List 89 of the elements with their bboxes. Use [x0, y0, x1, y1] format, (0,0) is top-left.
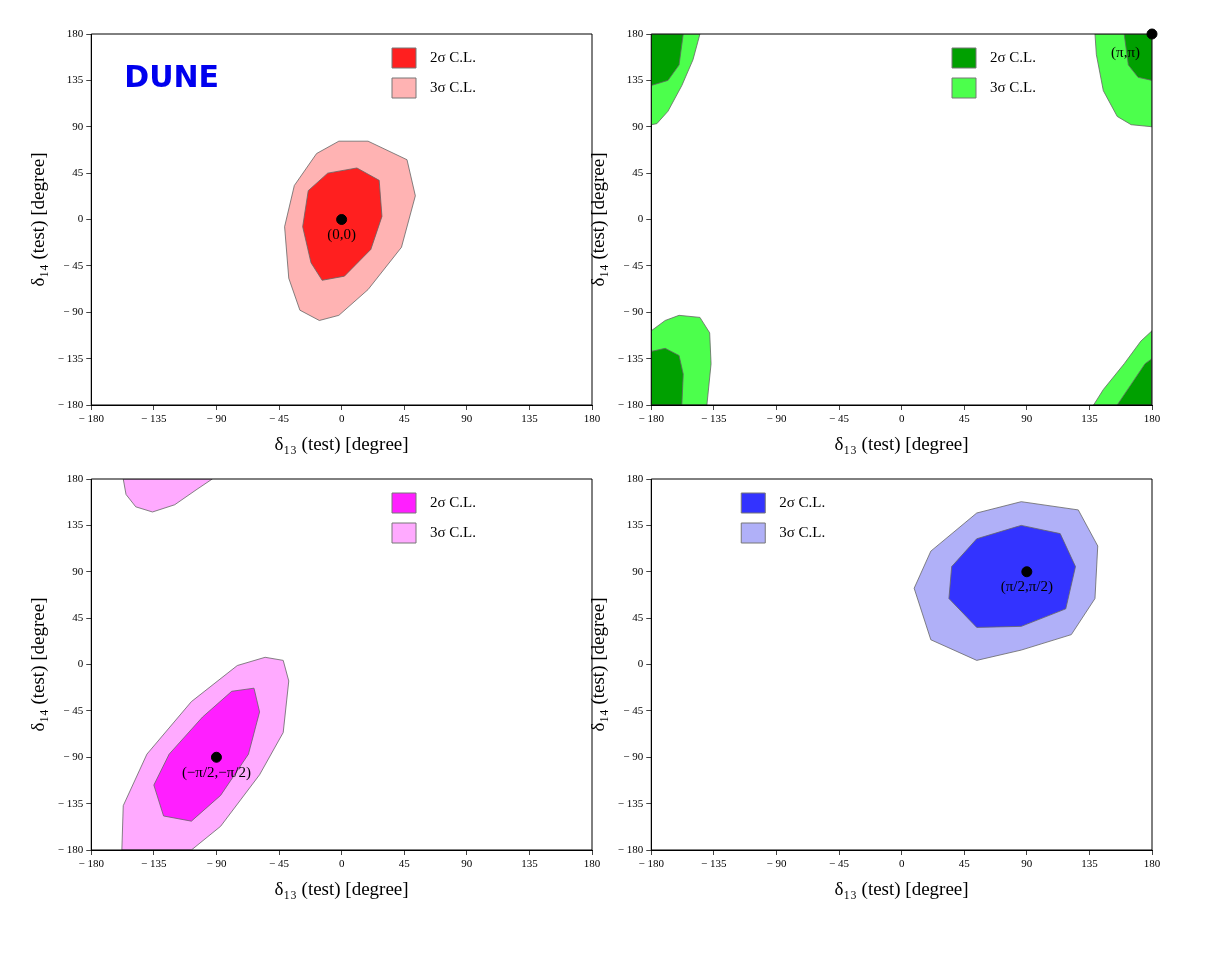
legend-label: 2σ C.L. — [779, 493, 826, 510]
y-tick-label: − 90 — [623, 750, 644, 763]
annotation: DUNE — [124, 58, 220, 94]
y-tick-label: − 45 — [63, 703, 84, 716]
x-tick-label: 45 — [958, 857, 971, 870]
y-tick-label: 45 — [72, 611, 84, 624]
legend-label: 3σ C.L. — [779, 523, 826, 540]
legend-label: 2σ C.L. — [430, 493, 477, 510]
x-tick-label: 180 — [583, 857, 601, 870]
x-tick-label: 45 — [398, 412, 411, 425]
y-tick-label: 180 — [626, 26, 644, 39]
y-axis-title: δ₁₄ (test) [degree] — [587, 152, 610, 287]
x-tick-label: 0 — [898, 857, 905, 870]
x-tick-label: − 135 — [701, 412, 728, 425]
x-axis-title: δ₁₃ (test) [degree] — [834, 877, 969, 900]
x-tick-label: − 45 — [829, 857, 850, 870]
legend-label: 2σ C.L. — [430, 48, 477, 65]
legend-label: 3σ C.L. — [430, 523, 477, 540]
x-tick-label: 90 — [1021, 412, 1033, 425]
x-tick-label: − 90 — [766, 857, 787, 870]
x-tick-label: 135 — [521, 857, 539, 870]
y-tick-label: 0 — [77, 657, 84, 670]
x-tick-label: − 45 — [269, 857, 290, 870]
x-tick-label: 135 — [1081, 412, 1099, 425]
x-tick-label: 0 — [898, 412, 905, 425]
y-tick-label: − 135 — [617, 796, 644, 809]
x-tick-label: 90 — [1021, 857, 1033, 870]
y-tick-label: 0 — [637, 212, 644, 225]
y-axis-title: δ₁₄ (test) [degree] — [27, 152, 50, 287]
x-tick-label: 90 — [461, 857, 473, 870]
y-tick-label: − 180 — [57, 397, 84, 410]
y-tick-label: 90 — [72, 564, 84, 577]
y-tick-label: − 45 — [623, 258, 644, 271]
x-tick-label: − 135 — [141, 857, 168, 870]
y-axis-title: δ₁₄ (test) [degree] — [27, 597, 50, 732]
x-tick-label: − 45 — [269, 412, 290, 425]
y-tick-label: 135 — [626, 73, 644, 86]
annotation: (0,0) — [327, 225, 356, 243]
x-axis-title: δ₁₃ (test) [degree] — [834, 432, 969, 455]
y-tick-label: − 135 — [57, 796, 84, 809]
y-tick-label: − 90 — [63, 750, 84, 763]
x-tick-label: 135 — [521, 412, 539, 425]
x-tick-label: − 135 — [141, 412, 168, 425]
y-tick-label: 45 — [72, 166, 84, 179]
y-tick-label: 180 — [626, 471, 644, 484]
y-axis-title: δ₁₄ (test) [degree] — [587, 597, 610, 732]
x-axis-title: δ₁₃ (test) [degree] — [274, 877, 409, 900]
y-tick-label: 45 — [632, 611, 644, 624]
legend-label: 2σ C.L. — [990, 48, 1037, 65]
y-tick-label: − 45 — [623, 703, 644, 716]
x-tick-label: 180 — [1143, 412, 1161, 425]
y-tick-label: 0 — [77, 212, 84, 225]
y-tick-label: − 45 — [63, 258, 84, 271]
x-tick-label: 45 — [958, 412, 971, 425]
x-tick-label: − 135 — [701, 857, 728, 870]
y-tick-label: 45 — [632, 166, 644, 179]
y-tick-label: 180 — [66, 471, 84, 484]
y-tick-label: 135 — [66, 518, 84, 531]
y-tick-label: 90 — [72, 119, 84, 132]
x-tick-label: 0 — [338, 412, 345, 425]
y-tick-label: 135 — [66, 73, 84, 86]
y-tick-label: 180 — [66, 26, 84, 39]
y-tick-label: − 180 — [617, 397, 644, 410]
y-tick-label: − 135 — [57, 351, 84, 364]
x-tick-label: 135 — [1081, 857, 1099, 870]
y-tick-label: − 180 — [617, 842, 644, 855]
y-tick-label: 0 — [637, 657, 644, 670]
x-tick-label: − 90 — [206, 412, 227, 425]
legend-label: 3σ C.L. — [990, 78, 1037, 95]
x-tick-label: 90 — [461, 412, 473, 425]
x-tick-label: 180 — [583, 412, 601, 425]
x-tick-label: 0 — [338, 857, 345, 870]
y-tick-label: − 180 — [57, 842, 84, 855]
x-tick-label: − 90 — [766, 412, 787, 425]
x-tick-label: − 45 — [829, 412, 850, 425]
x-tick-label: 45 — [398, 857, 411, 870]
y-tick-label: − 135 — [617, 351, 644, 364]
y-tick-label: 135 — [626, 518, 644, 531]
annotation: (−π/2,−π/2) — [181, 763, 252, 781]
x-tick-label: − 90 — [206, 857, 227, 870]
legend-label: 3σ C.L. — [430, 78, 477, 95]
annotation: (π,π) — [1111, 44, 1140, 62]
y-tick-label: 90 — [632, 119, 644, 132]
x-axis-title: δ₁₃ (test) [degree] — [274, 432, 409, 455]
x-tick-label: 180 — [1143, 857, 1161, 870]
annotation: (π/2,π/2) — [1000, 578, 1053, 596]
y-tick-label: − 90 — [63, 305, 84, 318]
y-tick-label: − 90 — [623, 305, 644, 318]
y-tick-label: 90 — [632, 564, 644, 577]
